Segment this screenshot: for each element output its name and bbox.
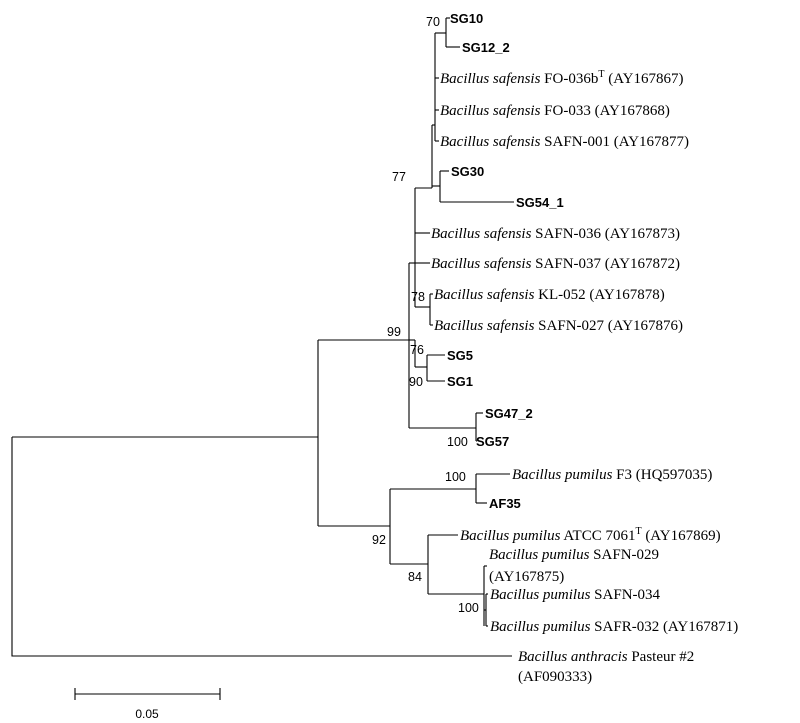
tip-label: SG12_2 — [462, 40, 510, 55]
tip-label-cont: (AY167875) — [489, 569, 564, 585]
bootstrap-value: 100 — [445, 470, 466, 484]
tip-label: SG10 — [450, 11, 483, 26]
bootstrap-value: 100 — [458, 601, 479, 615]
tip-label: Bacillus pumilus SAFN-029 — [489, 547, 659, 563]
tip-label: AF35 — [489, 496, 521, 511]
bootstrap-value: 92 — [372, 533, 386, 547]
tip-label: Bacillus pumilus F3 (HQ597035) — [512, 467, 712, 483]
tip-label: Bacillus safensis KL-052 (AY167878) — [434, 287, 665, 303]
tip-label: SG1 — [447, 374, 473, 389]
tip-label: Bacillus safensis FO-036bT (AY167867) — [440, 69, 683, 87]
bootstrap-value: 78 — [411, 290, 425, 304]
bootstrap-value: 77 — [392, 170, 406, 184]
tip-label: SG47_2 — [485, 406, 533, 421]
bootstrap-values: 70 77 78 99 76 90 100 100 92 84 100 — [372, 15, 479, 615]
tree-branches — [11, 17, 514, 657]
scale-bar-label: 0.05 — [135, 707, 159, 721]
root-branch — [11, 437, 512, 657]
tip-label: Bacillus safensis FO-033 (AY167868) — [440, 103, 670, 119]
tip-label: Bacillus pumilus ATCC 7061T (AY167869) — [460, 526, 721, 544]
tip-label: SG30 — [451, 164, 484, 179]
bootstrap-value: 70 — [426, 15, 440, 29]
scale-bar: 0.05 — [74, 688, 221, 721]
bootstrap-value: 76 — [410, 343, 424, 357]
tip-label: Bacillus safensis SAFN-001 (AY167877) — [440, 134, 689, 150]
bootstrap-value: 100 — [447, 435, 468, 449]
tip-label: Bacillus safensis SAFN-027 (AY167876) — [434, 318, 683, 334]
tip-label-cont: (AF090333) — [518, 669, 592, 685]
bootstrap-value: 84 — [408, 570, 422, 584]
scale-bar-line — [74, 688, 221, 700]
tip-label: SG5 — [447, 348, 473, 363]
tip-labels: SG10 SG12_2 Bacillus safensis FO-036bT (… — [431, 11, 738, 685]
bootstrap-value: 90 — [409, 375, 423, 389]
tip-label: Bacillus pumilus SAFN-034 — [490, 587, 661, 603]
tip-label: Bacillus safensis SAFN-036 (AY167873) — [431, 226, 680, 242]
tip-label: SG54_1 — [516, 195, 564, 210]
tip-label: Bacillus anthracis Pasteur #2 — [518, 649, 694, 665]
bootstrap-value: 99 — [387, 325, 401, 339]
tip-label: Bacillus safensis SAFN-037 (AY167872) — [431, 256, 680, 272]
tip-label: Bacillus pumilus SAFR-032 (AY167871) — [490, 619, 738, 635]
tip-label: SG57 — [476, 434, 509, 449]
